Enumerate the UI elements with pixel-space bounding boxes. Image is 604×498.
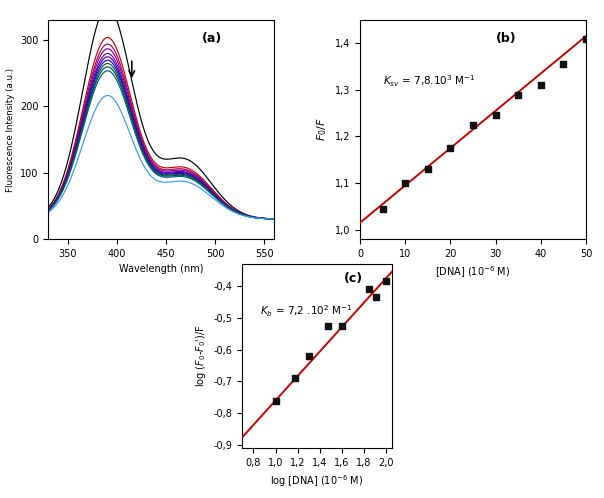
Point: [423, 165, 432, 173]
X-axis label: log [DNA] (10$^{-6}$ M): log [DNA] (10$^{-6}$ M): [271, 474, 364, 489]
Point: [581, 34, 591, 42]
Point: [536, 81, 545, 89]
Text: $K_{sv}$ = 7,8.10$^3$ M$^{-1}$: $K_{sv}$ = 7,8.10$^3$ M$^{-1}$: [382, 74, 475, 90]
Point: [400, 179, 410, 187]
Y-axis label: Fluorescence Intensity (a.u.): Fluorescence Intensity (a.u.): [5, 67, 14, 192]
Point: [271, 396, 280, 404]
Point: [378, 205, 387, 213]
Text: (a): (a): [202, 32, 222, 45]
Point: [364, 285, 374, 293]
Y-axis label: $F_0/F$: $F_0/F$: [315, 118, 329, 141]
Y-axis label: log ($F_0$-$F_0$')/F: log ($F_0$-$F_0$')/F: [194, 325, 208, 387]
Point: [513, 91, 523, 99]
Text: (c): (c): [344, 272, 363, 285]
Text: (b): (b): [495, 32, 516, 45]
Point: [468, 121, 478, 129]
Point: [304, 352, 313, 360]
Point: [446, 144, 455, 152]
Point: [381, 277, 391, 285]
Point: [559, 60, 568, 68]
X-axis label: Wavelength (nm): Wavelength (nm): [119, 264, 204, 274]
Point: [338, 322, 347, 330]
Point: [490, 112, 500, 120]
Point: [291, 374, 300, 382]
Text: $K_b$ = 7,2 .10$^2$ M$^{-1}$: $K_b$ = 7,2 .10$^2$ M$^{-1}$: [260, 304, 353, 319]
Point: [371, 293, 381, 301]
X-axis label: [DNA] (10$^{-6}$ M): [DNA] (10$^{-6}$ M): [435, 264, 510, 280]
Point: [324, 322, 333, 330]
